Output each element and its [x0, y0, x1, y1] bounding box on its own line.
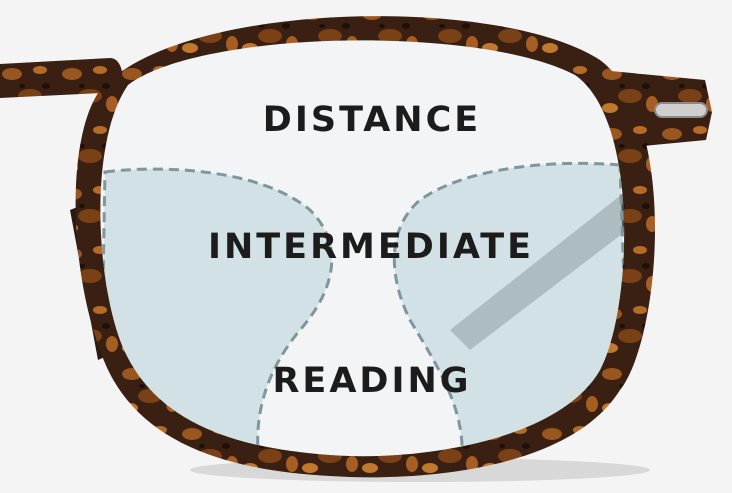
left-intermediate-zone [100, 167, 334, 452]
distance-label: DISTANCE [262, 100, 482, 140]
bridge-bar [0, 58, 123, 98]
right-intermediate-zone [392, 161, 625, 457]
intermediate-label: INTERMEDIATE [207, 227, 534, 267]
hinge-pin [654, 102, 708, 118]
reading-label: READING [272, 361, 472, 401]
